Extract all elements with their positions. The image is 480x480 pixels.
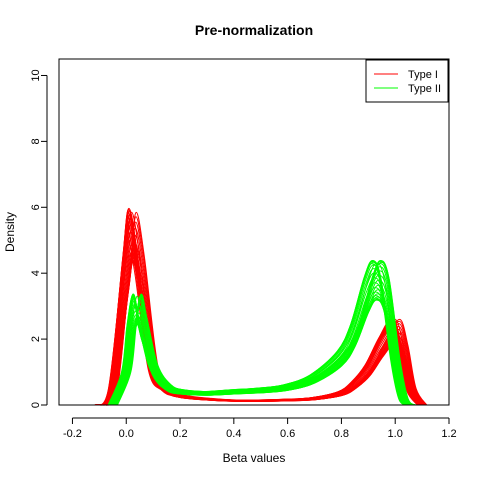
legend: Type I Type II <box>366 60 448 102</box>
density-curves <box>95 208 427 405</box>
x-tick-label: 0.0 <box>119 428 134 440</box>
x-tick-label: 0.4 <box>226 428 241 440</box>
y-tick-label: 0 <box>30 402 42 408</box>
y-axis-label: Density <box>3 212 17 252</box>
y-tick-label: 4 <box>30 270 42 276</box>
chart-title: Pre-normalization <box>195 22 313 38</box>
y-tick-label: 8 <box>30 138 42 144</box>
legend-label-type-i: Type I <box>408 69 438 81</box>
x-tick-label: 1.0 <box>388 428 403 440</box>
x-tick-label: -0.2 <box>63 428 82 440</box>
x-tick-label: 0.6 <box>280 428 295 440</box>
x-axis-label: Beta values <box>223 451 286 465</box>
x-tick-label: 0.2 <box>172 428 187 440</box>
legend-box <box>366 60 448 102</box>
x-tick-label: 0.8 <box>334 428 349 440</box>
y-tick-label: 2 <box>30 336 42 342</box>
y-tick-label: 6 <box>30 204 42 210</box>
axes: -0.2 0.0 0.2 0.4 0.6 0.8 1.0 1.2 0 2 4 6 8 10 <box>30 69 457 440</box>
x-tick-label: 1.2 <box>441 428 456 440</box>
y-tick-label: 10 <box>30 69 42 81</box>
legend-label-type-ii: Type II <box>408 83 441 95</box>
